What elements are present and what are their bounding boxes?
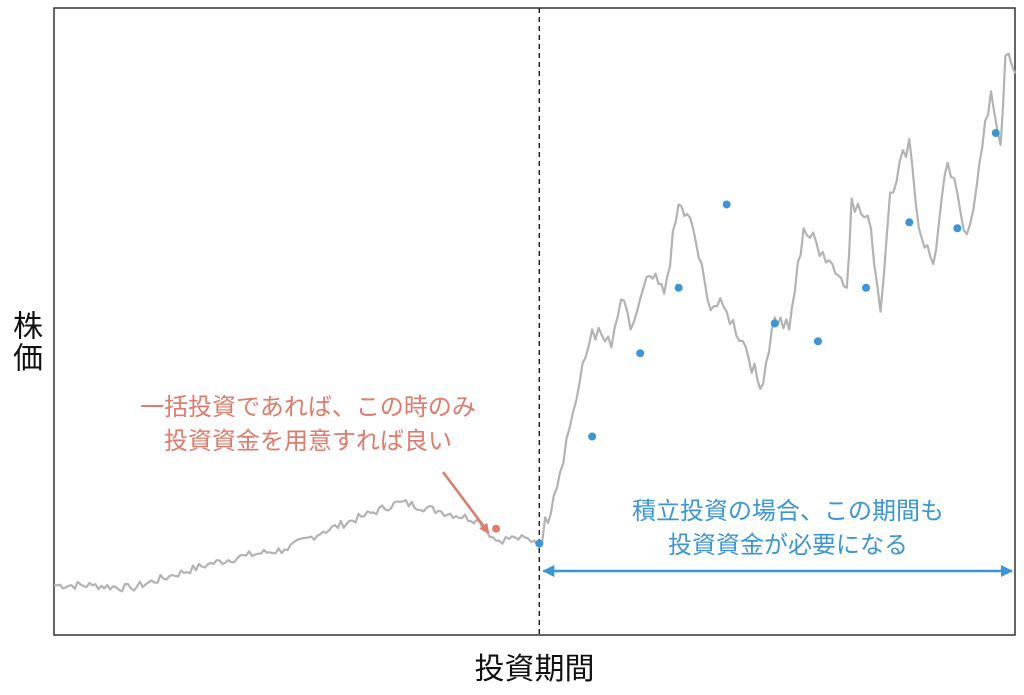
- installment-point: [770, 319, 779, 328]
- x-axis-label: 投資期間: [474, 652, 595, 687]
- lump-sum-annotation-line1: 一括投資であれば、この時のみ: [140, 393, 476, 421]
- installment-point: [905, 218, 914, 227]
- installment-point: [535, 539, 544, 548]
- installment-point: [991, 129, 1000, 138]
- installment-point: [862, 283, 871, 292]
- installment-point: [722, 200, 731, 209]
- lump-sum-point: [492, 524, 501, 533]
- installment-point: [636, 349, 645, 358]
- plot-frame: [53, 7, 1016, 636]
- installment-point: [953, 224, 962, 233]
- lump-sum-arrow: [442, 471, 490, 534]
- installment-annotation: 積立投資の場合、この期間も 投資資金が必要になる: [588, 494, 988, 562]
- price-line: [54, 52, 1017, 593]
- installment-point: [588, 432, 597, 441]
- point-layer: [492, 129, 1000, 548]
- lump-sum-annotation-line2: 投資資金を用意すれば良い: [164, 427, 452, 455]
- installment-annotation-line1: 積立投資の場合、この期間も: [632, 497, 944, 525]
- installment-annotation-line2: 投資資金が必要になる: [668, 531, 908, 559]
- lump-sum-annotation: 一括投資であれば、この時のみ 投資資金を用意すれば良い: [108, 390, 508, 458]
- installment-point: [813, 337, 822, 346]
- y-axis-label: 株価: [7, 310, 42, 374]
- installment-point: [674, 283, 683, 292]
